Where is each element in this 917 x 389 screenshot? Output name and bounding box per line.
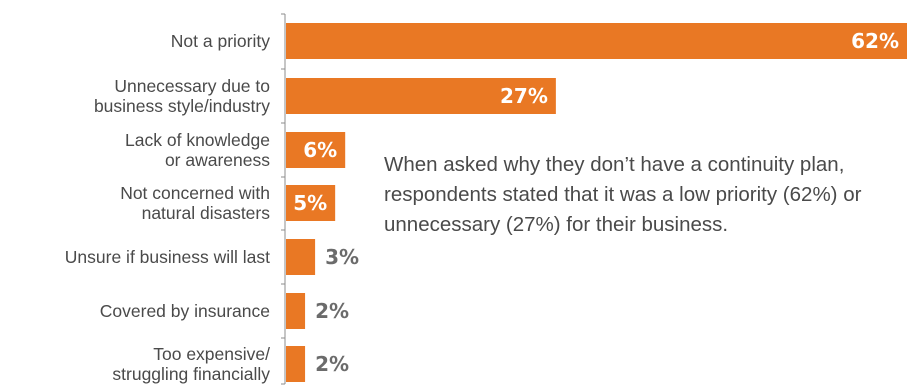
- category-label: Not concerned with: [120, 183, 270, 203]
- category-label: Unsure if business will last: [65, 247, 270, 267]
- category-label: Unnecessary due to: [114, 76, 270, 96]
- category-label: Not a priority: [171, 31, 270, 51]
- category-label: business style/industry: [94, 96, 270, 116]
- bar-2: [286, 78, 556, 114]
- value-label: 2%: [315, 352, 349, 376]
- category-label: struggling financially: [112, 364, 270, 384]
- value-label: 6%: [303, 138, 337, 162]
- bar-6: [286, 293, 306, 329]
- bar-4: [286, 185, 336, 221]
- chart-annotation: When asked why they don’t have a continu…: [384, 153, 862, 236]
- value-label: 3%: [325, 245, 359, 269]
- value-label: 2%: [315, 299, 349, 323]
- value-labels: 62% 27% 6% 5% 3% 2% 2%: [293, 29, 899, 376]
- axis-layer: [281, 13, 286, 385]
- category-label: Too expensive/: [153, 344, 270, 364]
- bar-3: [286, 132, 346, 168]
- bars-layer: [286, 23, 907, 382]
- category-label: or awareness: [165, 150, 270, 170]
- bar-1: [286, 23, 907, 59]
- category-label: Covered by insurance: [100, 301, 270, 321]
- bar-5: [286, 239, 316, 275]
- value-label: 62%: [851, 29, 899, 53]
- bar-7: [286, 346, 306, 382]
- value-label: 27%: [500, 84, 548, 108]
- value-label: 5%: [293, 191, 327, 215]
- category-label: natural disasters: [142, 203, 271, 223]
- category-label: Lack of knowledge: [125, 130, 270, 150]
- category-labels: Not a priority Unnecessary due tobusiness…: [65, 31, 270, 384]
